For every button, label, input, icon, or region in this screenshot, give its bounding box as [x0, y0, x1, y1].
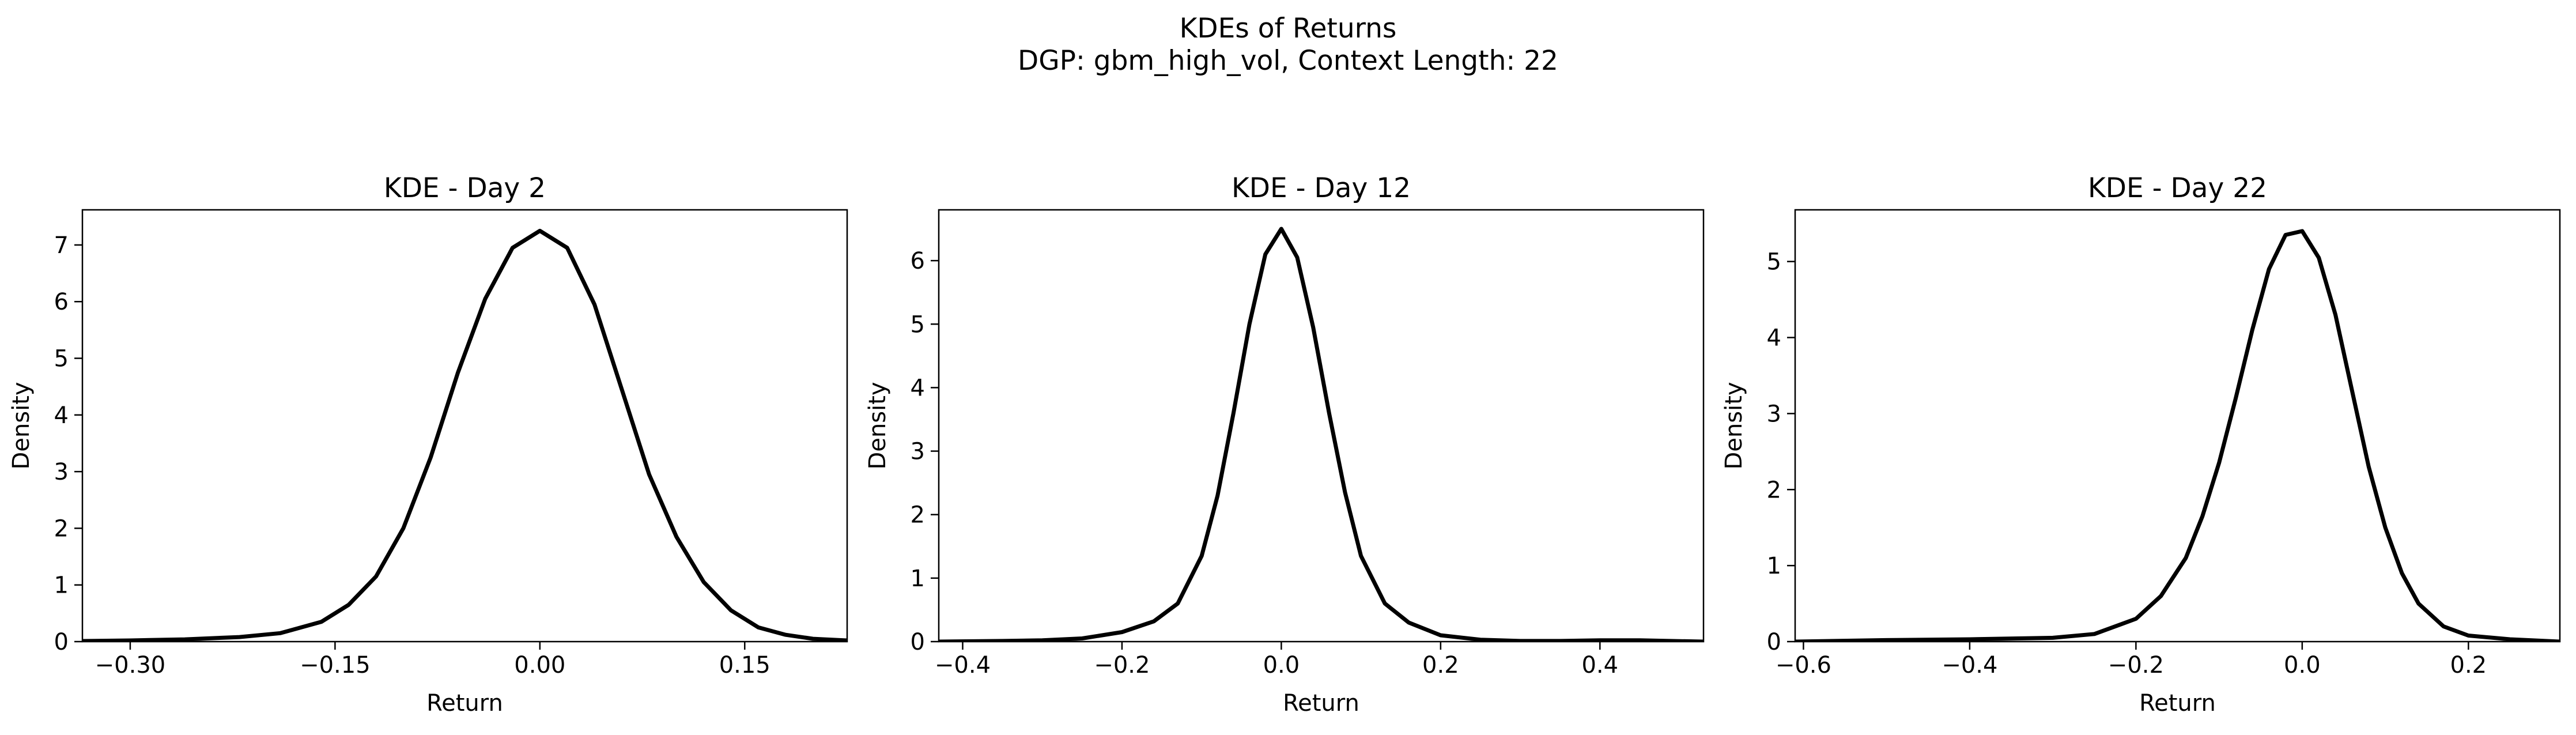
x-axis-label: Return: [426, 690, 503, 717]
kde-panel-1: −0.30 −0.15 0.00 0.15 0 1 2 3 4 5 6 7 KDE - Day 2 Ret…: [8, 172, 848, 717]
y-tick-label: 3: [911, 439, 925, 465]
x-tick-label: 0.2: [2450, 652, 2487, 679]
x-tick-label: 0.15: [719, 652, 770, 679]
kde-panel-2: −0.4 −0.2 0.0 0.2 0.4 0 1 2 3 4 5 6 KDE - Day 12 Retu…: [864, 172, 1705, 717]
y-tick-label: 1: [54, 572, 69, 599]
kde-curve: [82, 228, 847, 642]
x-tick-label: −0.6: [1776, 652, 1831, 679]
y-tick-label: 4: [54, 402, 69, 429]
y-tick-label: 4: [1767, 325, 1781, 352]
y-axis-label: Density: [864, 382, 891, 469]
x-tick-label: 0.4: [1581, 652, 1618, 679]
axes-frame: [938, 209, 1705, 643]
y-tick-label: 2: [911, 502, 925, 529]
x-axis-label: Return: [2139, 690, 2216, 717]
axes-frame: [1794, 209, 2561, 643]
kde-curve: [1795, 229, 2560, 642]
kde-panel-3: −0.6 −0.4 −0.2 0.0 0.2 0 1 2 3 4 5 KDE - Day 22 Retu…: [1721, 172, 2561, 717]
panel-title: KDE - Day 22: [2088, 172, 2267, 204]
y-tick-label: 1: [911, 566, 925, 592]
x-tick-label: −0.30: [95, 652, 166, 679]
axes-frame: [81, 209, 848, 643]
x-tick-label: 0.0: [1263, 652, 1300, 679]
x-tick-label: −0.2: [1094, 652, 1150, 679]
y-tick-label: 3: [1767, 401, 1781, 427]
y-tick-label: 4: [911, 375, 925, 401]
y-axis-label: Density: [1721, 382, 1747, 469]
y-tick-label: 2: [54, 515, 69, 542]
y-tick-label: 2: [1767, 477, 1781, 503]
x-tick-label: 0.2: [1422, 652, 1459, 679]
y-tick-label: 7: [54, 232, 69, 259]
figure-title: KDEs of Returns: [1179, 13, 1397, 44]
x-tick-label: −0.15: [300, 652, 371, 679]
y-tick-label: 5: [911, 311, 925, 338]
y-tick-label: 1: [1767, 553, 1781, 579]
y-tick-label: 5: [54, 346, 69, 372]
x-axis-label: Return: [1283, 690, 1359, 717]
y-axis-label: Density: [8, 382, 35, 469]
y-tick-label: 5: [1767, 249, 1781, 276]
panel-title: KDE - Day 12: [1232, 172, 1411, 204]
x-tick-label: −0.4: [1942, 652, 1997, 679]
kde-curve: [939, 227, 1704, 642]
y-tick-label: 6: [911, 248, 925, 274]
y-tick-label: 6: [54, 289, 69, 315]
y-tick-label: 0: [911, 629, 925, 655]
x-tick-label: −0.2: [2108, 652, 2164, 679]
y-tick-label: 0: [1767, 629, 1781, 655]
y-tick-label: 0: [54, 629, 69, 655]
x-tick-label: −0.4: [935, 652, 991, 679]
panel-title: KDE - Day 2: [384, 172, 546, 204]
x-tick-label: 0.0: [2284, 652, 2321, 679]
x-tick-label: 0.00: [514, 652, 565, 679]
figure-subtitle: DGP: gbm_high_vol, Context Length: 22: [1018, 45, 1558, 77]
y-tick-label: 3: [54, 459, 69, 485]
